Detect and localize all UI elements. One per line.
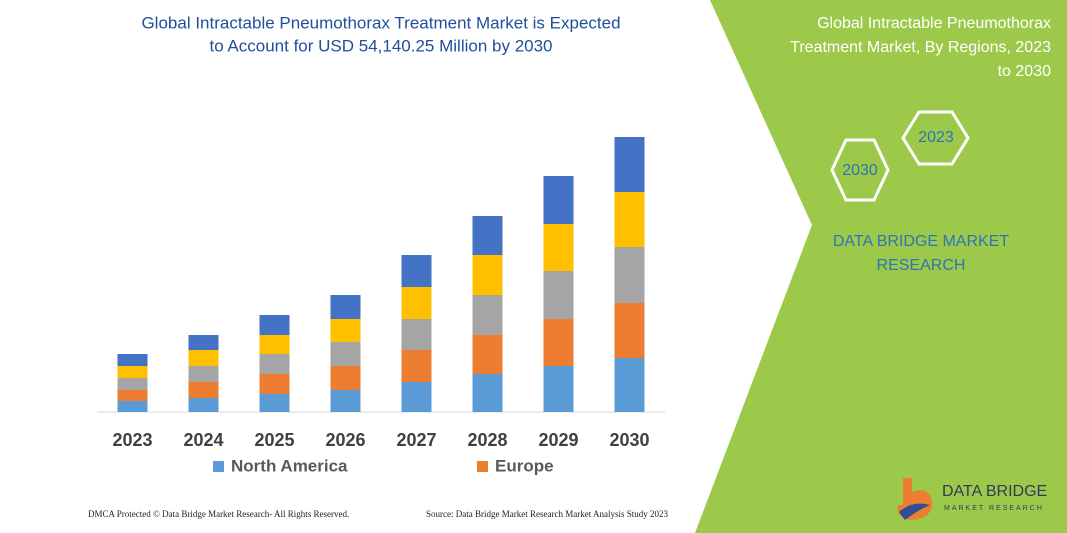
bar-segment <box>188 366 219 382</box>
chart-title: to Account for USD 54,140.25 Million by … <box>209 36 552 55</box>
bar-segment <box>543 271 574 319</box>
bar-segment <box>188 398 219 412</box>
hexagon-label: 2023 <box>918 129 954 146</box>
bar-segment <box>259 335 290 354</box>
brand-text: DATA BRIDGE MARKET <box>833 233 1010 250</box>
panel-title: Global Intractable Pneumothorax <box>817 15 1051 32</box>
bar-segment <box>543 319 574 366</box>
logo-mark <box>899 503 930 520</box>
bar-segment <box>330 342 361 366</box>
bar-segment <box>614 192 645 247</box>
bar-segment <box>330 366 361 390</box>
bar-segment <box>614 247 645 303</box>
bar-segment <box>472 255 503 295</box>
bar-segment <box>401 319 432 350</box>
legend-label: Europe <box>495 456 554 475</box>
legend-swatch <box>477 461 488 472</box>
bar-segment <box>472 216 503 255</box>
bar-segment <box>117 378 148 390</box>
logo <box>897 478 933 520</box>
hexagon <box>901 110 970 166</box>
bar-segment <box>614 358 645 412</box>
bar-segment <box>401 287 432 319</box>
bar-segment <box>117 354 148 366</box>
footer-left: DMCA Protected © Data Bridge Market Rese… <box>88 509 349 519</box>
bar-segment <box>614 303 645 358</box>
bar-segment <box>543 224 574 271</box>
bar-segment <box>401 382 432 412</box>
bar-segment <box>543 366 574 412</box>
bar-segment <box>259 374 290 394</box>
x-tick-label: 2027 <box>396 430 436 450</box>
bar-segment <box>330 295 361 319</box>
x-tick-label: 2025 <box>254 430 294 450</box>
x-tick-label: 2024 <box>183 430 223 450</box>
x-tick-label: 2028 <box>467 430 507 450</box>
x-tick-label: 2026 <box>325 430 365 450</box>
bar-segment <box>472 374 503 412</box>
panel-title: Treatment Market, By Regions, 2023 <box>790 39 1051 56</box>
bar-segment <box>117 366 148 378</box>
bar-segment <box>259 394 290 412</box>
bar-segment <box>188 382 219 398</box>
legend-swatch <box>213 461 224 472</box>
hexagon <box>830 138 890 202</box>
logo-tagline: MARKET RESEARCH <box>944 505 1044 512</box>
bar-segment <box>330 390 361 412</box>
x-tick-label: 2029 <box>538 430 578 450</box>
bar-segment <box>117 390 148 401</box>
side-panel <box>695 0 1067 533</box>
chart-title: Global Intractable Pneumothorax Treatmen… <box>141 13 620 32</box>
bar-segment <box>543 176 574 224</box>
bar-segment <box>401 350 432 382</box>
bar-segment <box>259 354 290 374</box>
x-tick-label: 2023 <box>112 430 152 450</box>
legend-label: North America <box>231 456 348 475</box>
bar-segment <box>117 401 148 412</box>
panel-title: to 2030 <box>998 63 1051 80</box>
bar-segment <box>614 137 645 192</box>
footer-right: Source: Data Bridge Market Research Mark… <box>426 509 668 519</box>
bar-segment <box>188 335 219 350</box>
bar-segment <box>330 319 361 342</box>
bar-segment <box>472 335 503 374</box>
bar-segment <box>188 350 219 366</box>
bar-segment <box>401 255 432 287</box>
bar-segment <box>259 315 290 335</box>
x-tick-label: 2030 <box>609 430 649 450</box>
hexagon-label: 2030 <box>842 162 878 179</box>
logo-name: DATA BRIDGE <box>942 483 1047 500</box>
bar-segment <box>472 295 503 335</box>
brand-text: RESEARCH <box>877 257 966 274</box>
